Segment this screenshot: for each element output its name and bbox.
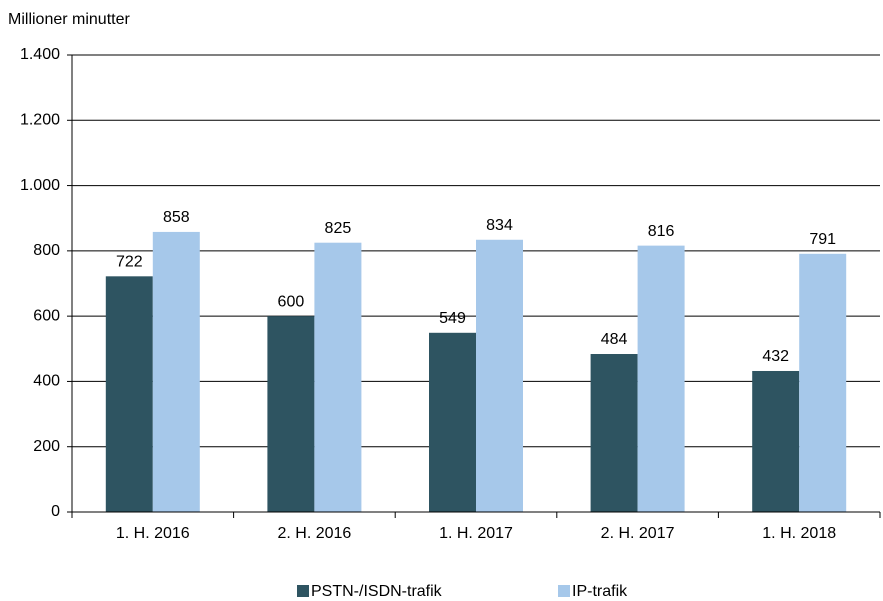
data-label: 722 (116, 254, 143, 271)
bar (637, 245, 685, 513)
y-tick-label: 200 (33, 438, 60, 455)
y-tick-label: 400 (33, 373, 60, 390)
bar (799, 253, 847, 513)
bar (105, 276, 153, 512)
y-tick-label: 800 (33, 242, 60, 259)
data-label: 816 (648, 223, 675, 240)
legend-label: PSTN-/ISDN-trafik (311, 583, 443, 600)
x-tick-label: 2. H. 2017 (601, 525, 675, 542)
bar (267, 316, 315, 512)
y-tick-label: 1.400 (20, 46, 60, 63)
data-label: 834 (486, 217, 513, 234)
legend-label: IP-trafik (572, 583, 628, 600)
y-tick-label: 600 (33, 307, 60, 324)
x-tick-label: 2. H. 2016 (277, 525, 351, 542)
bar (429, 332, 476, 512)
x-tick-label: 1. H. 2018 (762, 525, 836, 542)
legend-swatch (558, 585, 570, 597)
bar (476, 239, 523, 512)
bar (590, 354, 638, 512)
y-tick-label: 1.000 (20, 177, 60, 194)
bar (752, 370, 800, 512)
bar (152, 231, 200, 512)
y-tick-label: 0 (51, 503, 60, 520)
y-tick-label: 1.200 (20, 112, 60, 129)
y-axis-label: Millioner minutter (8, 11, 130, 28)
data-label: 549 (439, 310, 466, 327)
data-label: 858 (163, 209, 190, 226)
legend-swatch (297, 585, 309, 597)
x-tick-label: 1. H. 2017 (439, 525, 513, 542)
data-label: 825 (325, 220, 352, 237)
x-tick-label: 1. H. 2016 (116, 525, 190, 542)
data-label: 791 (809, 231, 836, 248)
data-label: 432 (762, 348, 789, 365)
data-label: 600 (278, 293, 305, 310)
bar (314, 242, 362, 513)
data-label: 484 (601, 331, 628, 348)
